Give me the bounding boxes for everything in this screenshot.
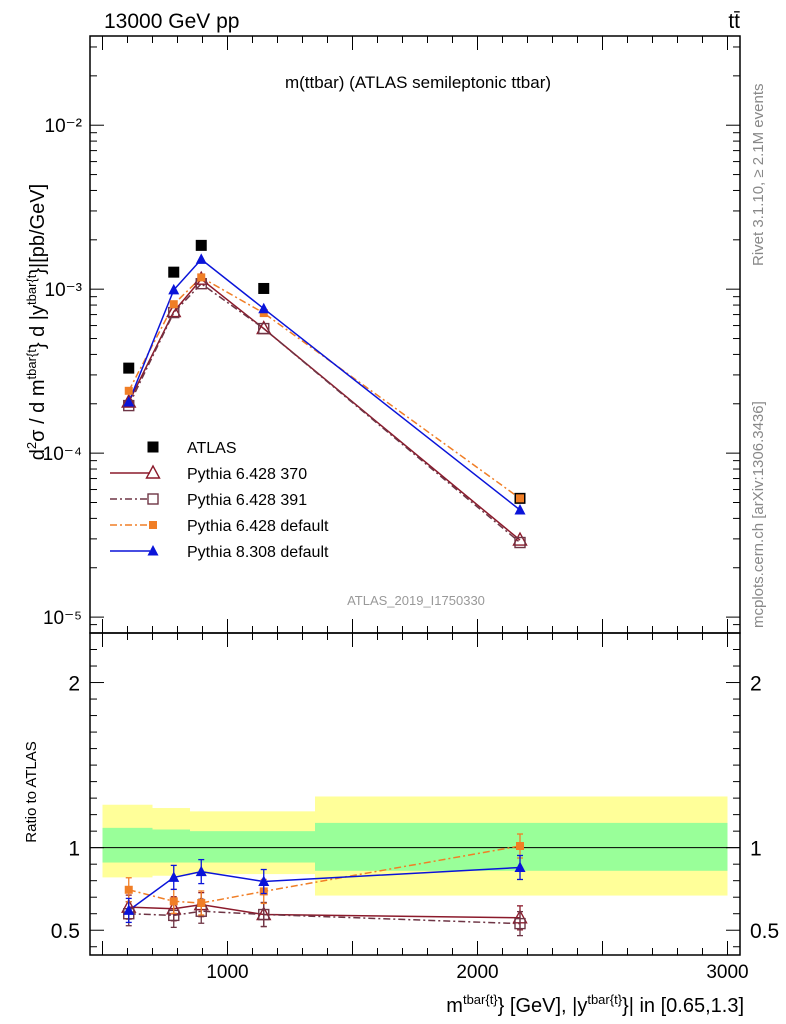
chart-title: m(ttbar) (ATLAS semileptonic ttbar): [285, 73, 551, 92]
ratio-y-tick-label-right: 0.5: [750, 920, 779, 943]
rivet-label: Rivet 3.1.10, ≥ 2.1M events: [750, 84, 767, 267]
main-marker-s0-p3: [258, 282, 270, 294]
band-green-1: [152, 829, 190, 863]
y-tick-label: 10⁻⁴: [43, 444, 82, 465]
header-left: 13000 GeV pp: [104, 10, 239, 33]
ratio-y-tick-label-right: 2: [750, 673, 762, 696]
main-marker-s4-p4: [514, 504, 526, 515]
ratio-marker-s1-p4: [514, 917, 526, 930]
analysis-label: ATLAS_2019_I1750330: [347, 593, 485, 608]
ratio-line-2: [128, 845, 521, 904]
mcplots-label: mcplots.cern.ch [arXiv:1306.3436]: [750, 401, 767, 628]
main-marker-s1-p1: [166, 303, 182, 318]
ratio-marker-s2-p2: [197, 898, 206, 907]
ratio-markers: [121, 833, 528, 937]
main-marker-s4-p0: [123, 396, 135, 407]
legend-label-3: Pythia 6.428 default: [187, 518, 329, 535]
ratio-y-tick-label-left: 1: [68, 838, 80, 861]
ratio-line-0: [128, 903, 521, 919]
main-plot-panel: 10⁻⁵ 10⁻⁴ 10⁻³ 10⁻² m(ttbar) (ATLAS semilep…: [24, 35, 741, 634]
main-marker-s3-p4: [516, 494, 524, 503]
main-marker-s2-p4: [514, 536, 526, 549]
legend-label-4: Pythia 8.308 default: [187, 544, 329, 561]
legend-label-1: Pythia 6.428 370: [187, 466, 307, 483]
x-tick-label: 2000: [456, 962, 498, 983]
main-marker-s3-p1: [169, 300, 178, 309]
x-axis-label: mtbar{t}} [GeV], |ytbar{t}}| in [0.65,1.…: [446, 992, 744, 1017]
ratio-marker-s1-p3: [258, 908, 270, 921]
x-tick-label: 1000: [206, 962, 248, 983]
ratio-marker-s3-p2: [195, 865, 207, 877]
y-tick-label: 10⁻⁵: [43, 608, 82, 629]
legend-marker-1: [145, 464, 161, 479]
main-marker-s4-p3: [258, 302, 270, 314]
main-marker-s2-p3: [258, 322, 270, 335]
ratio-marker-s2-p1: [169, 897, 178, 906]
ratio-marker-s2-p4: [516, 842, 524, 851]
ratio-y-tick-label-left: 2: [68, 673, 80, 696]
main-marker-s1-p4: [512, 531, 528, 546]
legend-label-2: Pythia 6.428 391: [187, 492, 307, 509]
ratio-marker-s3-p1: [168, 871, 180, 882]
ratio-marker-s2-p0: [124, 885, 133, 894]
legend-marker-4: [147, 545, 159, 556]
legend-marker-3: [149, 521, 157, 529]
y-tick-label: 10⁻²: [45, 116, 83, 137]
ratio-frame: [89, 632, 741, 956]
main-marker-s0-p0: [123, 362, 135, 374]
main-marker-s0-p2: [195, 239, 207, 251]
main-y-axis-label: d2σ / d mtbar{t} d |ytbar{t}|[pb/GeV]: [24, 184, 49, 460]
legend: ATLAS Pythia 6.428 370 Pythia 6.428 391 Pyt…: [110, 440, 329, 561]
main-marker-s4-p1: [168, 283, 180, 295]
ratio-plot-panel: 0.5 0.5 1 1 2 2 1000 2000 3000 Ratio to ATLAS mt…: [23, 632, 779, 1017]
ratio-uncertainty-bands: [90, 796, 740, 896]
main-plot-markers: [121, 239, 528, 549]
main-marker-s3-p2: [197, 273, 206, 282]
ratio-plot-axes: 0.5 0.5 1 1 2 2 1000 2000 3000: [51, 632, 779, 983]
y-tick-label: 10⁻³: [45, 280, 83, 301]
series-line-2: [128, 282, 521, 544]
main-marker-s0-p1: [168, 266, 180, 278]
legend-label-0: ATLAS: [187, 440, 237, 457]
ratio-y-axis-label: Ratio to ATLAS: [23, 741, 40, 842]
ratio-marker-s3-p3: [258, 875, 270, 887]
header-right: tt̄: [728, 10, 740, 33]
x-tick-label: 3000: [706, 962, 748, 983]
band-green-0: [102, 827, 153, 863]
main-marker-s4-p2: [195, 253, 207, 264]
ratio-marker-s3-p0: [123, 904, 135, 915]
main-marker-s3-p0: [124, 386, 133, 395]
main-plot-axes: 10⁻⁵ 10⁻⁴ 10⁻³ 10⁻²: [43, 35, 741, 634]
ratio-y-tick-label-left: 0.5: [51, 920, 80, 943]
band-green-2: [190, 831, 315, 863]
ratio-y-tick-label-right: 1: [750, 838, 762, 861]
legend-marker-0: [147, 441, 159, 453]
legend-marker-2: [147, 493, 159, 505]
ratio-line-1: [128, 910, 521, 925]
ratio-marker-s3-p4: [514, 861, 526, 872]
